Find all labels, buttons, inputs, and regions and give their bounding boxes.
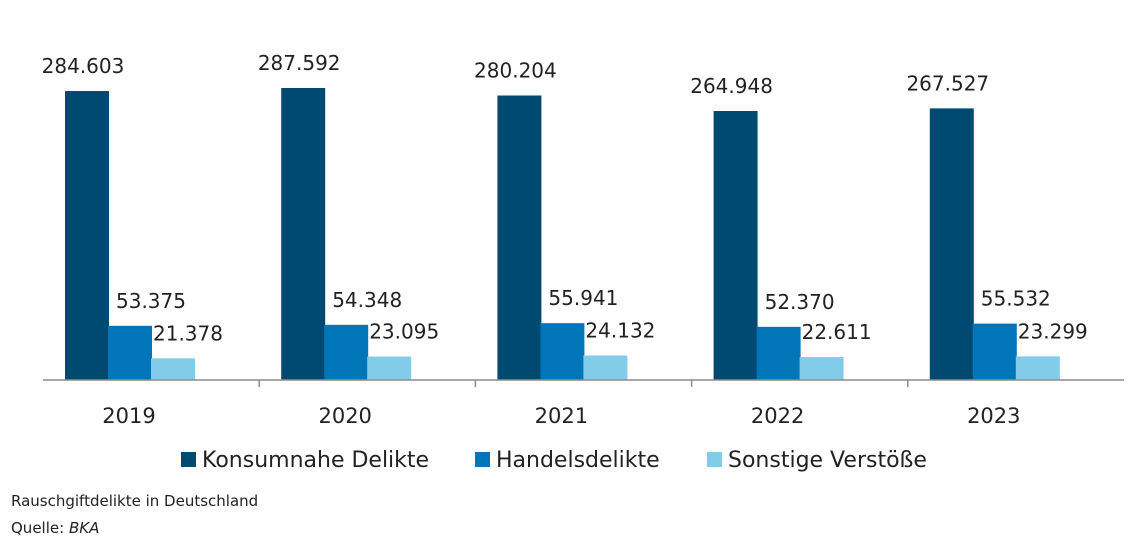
bar xyxy=(108,325,152,380)
x-tick-label: 2022 xyxy=(751,404,804,428)
legend-swatch xyxy=(707,452,722,467)
x-tick-label: 2019 xyxy=(102,404,155,428)
bar xyxy=(713,110,758,380)
data-label: 287.592 xyxy=(258,51,341,75)
x-axis-ticks: 2019 2020 2021 2022 2023 xyxy=(102,380,1021,428)
bars-layer xyxy=(65,88,1060,381)
legend-label: Sonstige Verstöße xyxy=(728,448,927,473)
chart-caption-title: Rauschgiftdelikte in Deutschland xyxy=(11,492,259,510)
data-label: 52.370 xyxy=(765,290,835,314)
bar xyxy=(540,323,585,380)
x-tick-label: 2021 xyxy=(535,404,588,428)
legend-label: Handelsdelikte xyxy=(496,448,660,473)
bar xyxy=(929,108,974,380)
data-label: 24.132 xyxy=(585,318,655,342)
data-label: 23.095 xyxy=(369,320,439,344)
data-label: 267.527 xyxy=(906,71,989,95)
value-labels-layer: 284.603 53.375 21.378 287.592 54.348 23.095 28… xyxy=(42,51,1088,345)
data-label: 54.348 xyxy=(332,288,402,312)
data-label: 55.532 xyxy=(981,287,1051,311)
source-value: BKA xyxy=(68,519,100,537)
source-label: Quelle: xyxy=(11,519,65,537)
bar xyxy=(799,357,844,380)
bar xyxy=(65,91,109,380)
bar xyxy=(1015,356,1060,380)
bar xyxy=(151,358,195,380)
bar xyxy=(497,95,542,381)
bar xyxy=(972,323,1017,380)
legend-swatch xyxy=(475,452,490,467)
data-label: 23.299 xyxy=(1018,319,1088,343)
data-label: 53.375 xyxy=(116,289,186,313)
data-label: 55.941 xyxy=(548,286,618,310)
bar xyxy=(367,356,412,380)
legend-label: Konsumnahe Delikte xyxy=(202,448,429,473)
data-label: 22.611 xyxy=(802,320,872,344)
legend: Konsumnahe Delikte Handelsdelikte Sonstige… xyxy=(181,448,927,473)
chart-caption-source: Quelle: BKA xyxy=(11,519,99,537)
bar xyxy=(281,88,326,380)
data-label: 284.603 xyxy=(42,54,125,78)
data-label: 264.948 xyxy=(690,74,773,98)
x-tick-label: 2020 xyxy=(318,404,371,428)
bar xyxy=(583,355,628,380)
data-label: 280.204 xyxy=(474,59,557,83)
bar xyxy=(324,324,369,380)
data-label: 21.378 xyxy=(153,321,223,345)
bar xyxy=(756,326,801,380)
legend-swatch xyxy=(181,452,196,467)
x-tick-label: 2023 xyxy=(967,404,1020,428)
